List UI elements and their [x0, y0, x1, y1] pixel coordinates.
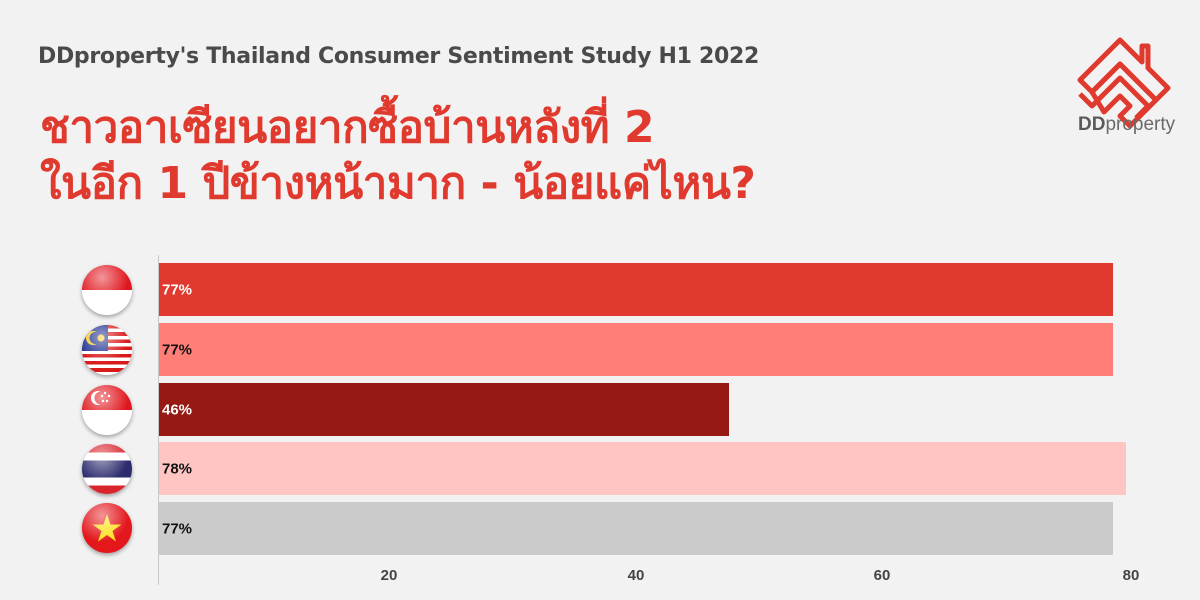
ddproperty-house-logo-icon [1077, 37, 1171, 129]
y-axis-line [158, 255, 159, 585]
malaysia-flag-icon [82, 325, 132, 375]
bar-value-label: 78% [162, 460, 193, 477]
page-title: ชาวอาเซียนอยากซื้อบ้านหลังที่ 2 ในอีก 1 … [40, 100, 756, 212]
bar-vietnam: 77% [159, 502, 1113, 555]
vietnam-flag-icon [82, 503, 132, 553]
thailand-flag-icon [82, 444, 132, 494]
singapore-flag-icon [82, 385, 132, 435]
bar-value-label: 77% [162, 281, 193, 298]
x-tick-40: 40 [627, 567, 645, 584]
bar-value-label: 77% [162, 341, 193, 358]
x-tick-20: 20 [380, 567, 398, 584]
x-tick-60: 60 [873, 567, 891, 584]
x-tick-80: 80 [1122, 567, 1140, 584]
subtitle: DDproperty's Thailand Consumer Sentiment… [38, 44, 759, 69]
bar-value-label: 46% [162, 401, 193, 418]
title-line-1: ชาวอาเซียนอยากซื้อบ้านหลังที่ 2 [40, 102, 655, 153]
title-line-2: ในอีก 1 ปีข้างหน้ามาก - น้อยแค่ไหน? [40, 158, 756, 209]
logo-text: DDproperty [1078, 114, 1176, 135]
bar-singapore: 46% [159, 383, 729, 436]
bar-thailand: 78% [159, 442, 1126, 495]
indonesia-flag-icon [82, 265, 132, 315]
bar-indonesia: 77% [159, 263, 1113, 316]
bar-malaysia: 77% [159, 323, 1113, 376]
bar-value-label: 77% [162, 520, 193, 537]
